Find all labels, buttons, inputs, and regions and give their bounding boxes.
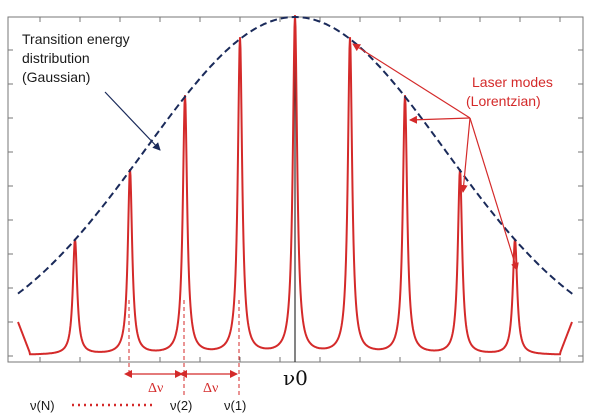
gaussian-envelope bbox=[17, 16, 575, 296]
laser-modes-curve bbox=[17, 15, 573, 356]
delta-nu-label-2: Δν bbox=[203, 381, 218, 396]
center-freq-label: ν0 bbox=[283, 366, 308, 390]
gaussian-pointer-arrow bbox=[104, 91, 161, 151]
frame-ticks bbox=[8, 17, 583, 362]
mode-2-label: ν(2) bbox=[170, 398, 192, 413]
laser-pointer-arrows bbox=[352, 43, 519, 271]
gaussian-label-line2: distribution bbox=[22, 50, 90, 66]
gaussian-label-line3: (Gaussian) bbox=[22, 69, 90, 85]
gaussian-label-line1: Transition energy bbox=[22, 31, 130, 47]
laser-label-line1: Laser modes bbox=[472, 74, 553, 90]
mode-1-label: ν(1) bbox=[224, 398, 246, 413]
laser-label-line2: (Lorentzian) bbox=[466, 93, 541, 109]
delta-nu-label-1: Δν bbox=[148, 381, 163, 396]
mode-n-label: ν(N) bbox=[30, 398, 55, 413]
